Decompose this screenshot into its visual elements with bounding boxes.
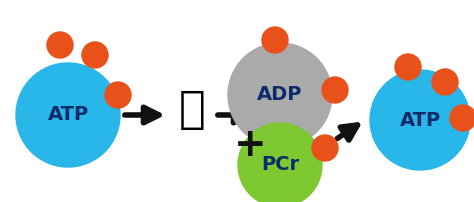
Text: ATP: ATP bbox=[47, 105, 89, 124]
Circle shape bbox=[432, 69, 458, 95]
Ellipse shape bbox=[238, 123, 322, 202]
Text: ADP: ADP bbox=[257, 85, 303, 104]
Ellipse shape bbox=[16, 63, 120, 167]
Ellipse shape bbox=[370, 70, 470, 170]
Circle shape bbox=[395, 54, 421, 80]
Circle shape bbox=[47, 32, 73, 58]
Circle shape bbox=[105, 82, 131, 108]
Circle shape bbox=[82, 42, 108, 68]
Circle shape bbox=[262, 27, 288, 53]
Circle shape bbox=[312, 135, 338, 161]
Circle shape bbox=[450, 105, 474, 131]
Text: ATP: ATP bbox=[400, 110, 440, 129]
Text: +: + bbox=[234, 126, 266, 164]
Text: PCr: PCr bbox=[261, 156, 299, 175]
Ellipse shape bbox=[228, 43, 332, 147]
Text: 🏋: 🏋 bbox=[179, 88, 205, 132]
Circle shape bbox=[322, 77, 348, 103]
